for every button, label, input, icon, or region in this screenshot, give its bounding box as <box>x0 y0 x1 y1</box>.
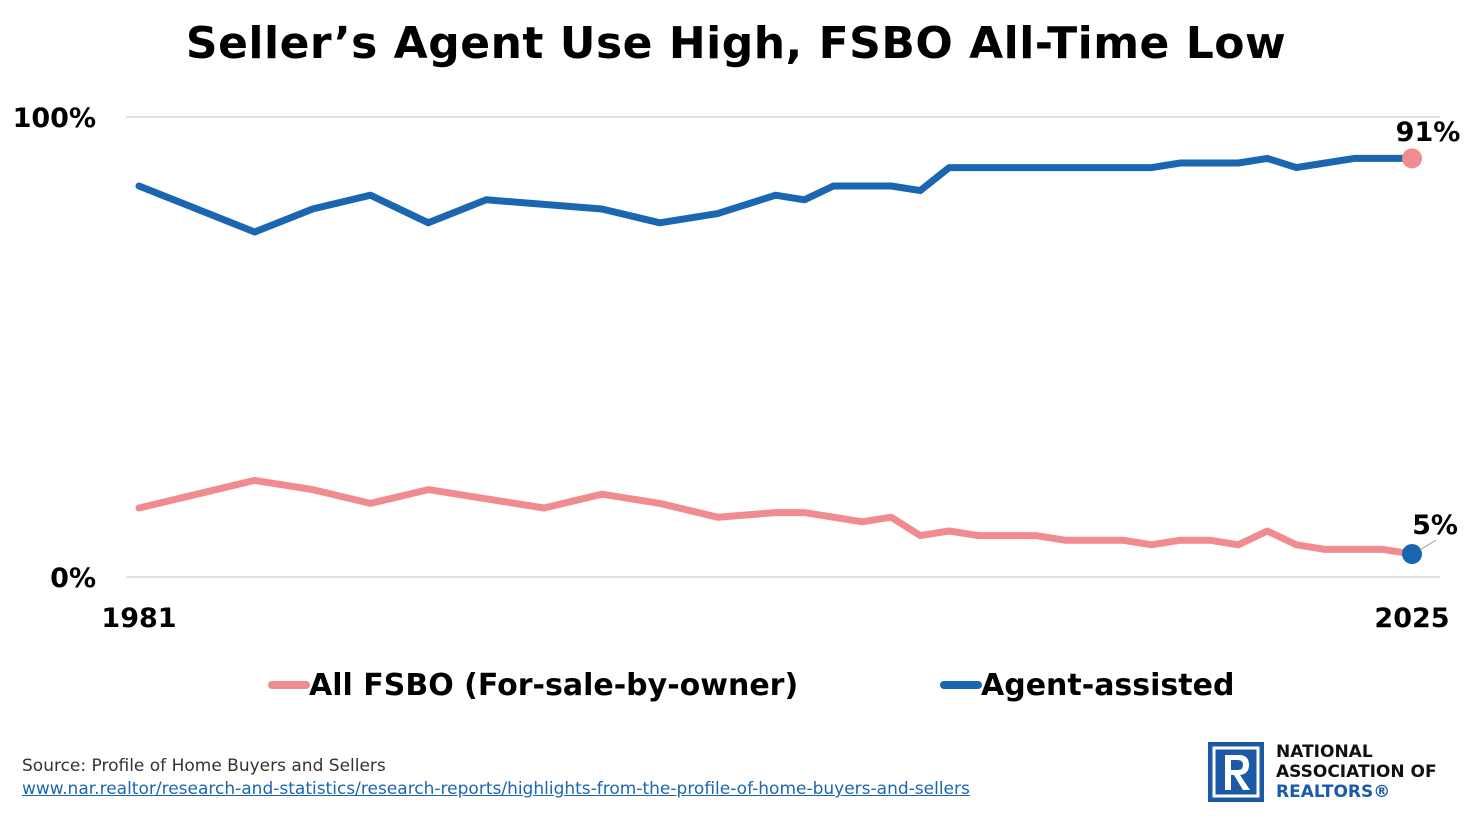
y-tick-label-0: 0% <box>50 563 96 594</box>
source-link[interactable]: www.nar.realtor/research-and-statistics/… <box>22 779 970 799</box>
line-chart: 100% 0% 1981 2025 91% 5% All FSBO (For-s… <box>13 103 1461 703</box>
chart-title: Seller’s Agent Use High, FSBO All-Time L… <box>185 18 1287 69</box>
legend: All FSBO (For-sale-by-owner) Agent-assis… <box>268 668 1234 703</box>
series-layer <box>135 148 1422 564</box>
y-tick-label-100: 100% <box>13 103 96 134</box>
logo-text: NATIONAL ASSOCIATION OF REALTORS® <box>1276 742 1437 802</box>
logo-line-1: NATIONAL <box>1276 742 1373 762</box>
legend-label-fsbo: All FSBO (For-sale-by-owner) <box>309 668 798 703</box>
series-end-marker-1 <box>1402 148 1422 169</box>
end-label-agent: 91% <box>1396 117 1461 148</box>
series-end-marker-0 <box>1402 544 1422 564</box>
logo-line-2: ASSOCIATION OF <box>1276 762 1437 782</box>
legend-label-agent: Agent-assisted <box>981 668 1234 703</box>
nar-logo: NATIONAL ASSOCIATION OF REALTORS® <box>1208 742 1470 804</box>
series-line-1 <box>135 154 1416 236</box>
source-note: Source: Profile of Home Buyers and Selle… <box>22 756 386 776</box>
x-tick-label-end: 2025 <box>1374 603 1449 634</box>
logo-line-3: REALTORS® <box>1276 782 1391 802</box>
realtor-r-logo-icon <box>1208 742 1264 802</box>
series-line-0 <box>135 476 1416 558</box>
end-label-fsbo: 5% <box>1412 510 1458 541</box>
x-tick-label-start: 1981 <box>101 603 176 634</box>
end-label-fsbo-leader <box>1419 539 1437 551</box>
